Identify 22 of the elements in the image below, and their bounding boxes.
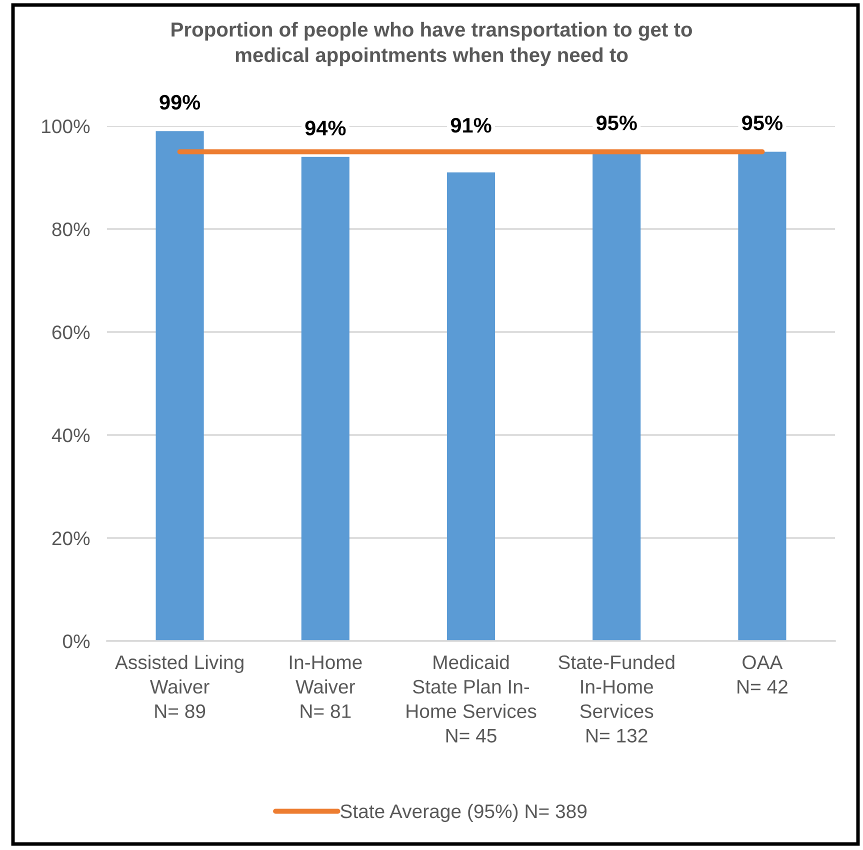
- data-label: 95%: [596, 116, 637, 130]
- legend-label: State Average (95%) N= 389: [340, 804, 587, 822]
- y-tick-label: 0%: [62, 634, 90, 648]
- chart-title: Proportion of people who have transportation to get to medical appointments when they need to: [172, 22, 692, 66]
- data-label: 95%: [742, 116, 782, 130]
- y-tick-label: 60%: [52, 325, 90, 340]
- data-label: 94%: [305, 120, 346, 136]
- bar: [446, 172, 496, 641]
- x-tick-label: OAA N= 42: [738, 655, 788, 694]
- x-tick-label: Medicaid State Plan In- Home Services N= 45: [406, 654, 536, 743]
- y-tick-label: 40%: [52, 428, 90, 442]
- data-label: 99%: [160, 94, 200, 110]
- x-tick-label: In-Home Waiver N= 81: [290, 656, 362, 718]
- y-tick-label: 80%: [52, 222, 90, 236]
- bar: [301, 156, 350, 641]
- y-tick-label: 100%: [42, 119, 90, 134]
- y-tick-label: 20%: [52, 531, 90, 546]
- bar: [738, 152, 786, 641]
- bar: [156, 131, 204, 641]
- x-tick-label: Assisted Living Waiver N= 89: [114, 654, 244, 718]
- x-tick-label: State-Funded In-Home Services N= 132: [558, 654, 674, 743]
- data-label: 91%: [450, 118, 492, 133]
